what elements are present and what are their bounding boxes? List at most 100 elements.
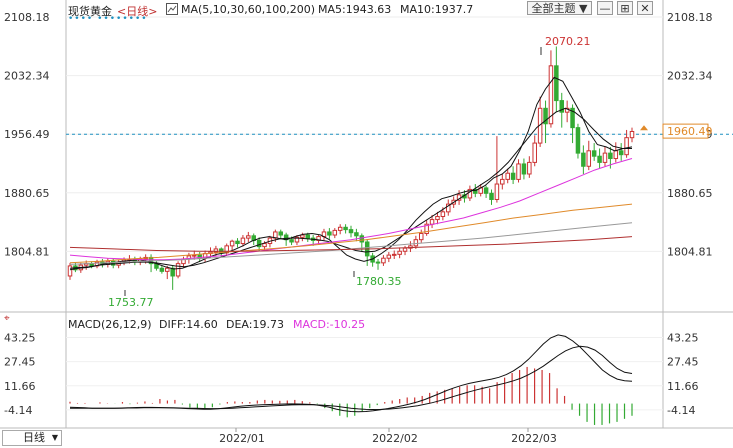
candle-body xyxy=(354,232,359,237)
macd-dea: DEA:19.73 xyxy=(226,318,284,331)
candle-body xyxy=(397,250,402,255)
moving-average-line xyxy=(69,76,633,271)
period-selector-label: 日线 xyxy=(23,431,45,444)
candle-body xyxy=(386,254,392,259)
macd-tick-label-left: 43.25 xyxy=(4,332,36,345)
candle-body xyxy=(575,127,581,154)
moving-average-line xyxy=(69,236,633,252)
ma-settings-icon[interactable] xyxy=(166,3,178,18)
period-label[interactable]: <日线> xyxy=(117,5,158,18)
candle-body xyxy=(543,107,548,125)
candle-body xyxy=(613,150,619,160)
price-annotation: 2070.21 xyxy=(545,35,591,48)
date-tick-label: 2022/03 xyxy=(511,432,557,445)
candle-body xyxy=(391,253,397,256)
candle-body xyxy=(192,254,197,257)
candle-body xyxy=(213,248,219,253)
candle-body xyxy=(408,245,413,249)
candle-body xyxy=(473,188,478,194)
candle-body xyxy=(337,226,343,231)
candle-body xyxy=(527,161,532,175)
ma10-value: MA10:1937.7 xyxy=(400,3,474,16)
candle-body xyxy=(316,236,321,241)
candle-body xyxy=(289,239,294,243)
candle-body xyxy=(521,163,527,175)
candle-body xyxy=(581,152,586,167)
close-button[interactable]: ✕ xyxy=(637,1,653,15)
candle-body xyxy=(424,223,429,234)
date-tick-label: 2022/02 xyxy=(372,432,418,445)
candle-body xyxy=(348,229,354,234)
candle-body xyxy=(235,240,240,245)
ma-indicator-dots: •••• •••••••• xyxy=(68,14,148,24)
candle-body xyxy=(548,65,554,125)
candle-body xyxy=(494,183,500,200)
candle-body xyxy=(240,237,246,245)
current-price-box xyxy=(662,123,709,139)
price-annotation: 1780.35 xyxy=(356,275,402,288)
period-selector[interactable]: 日线 ▼ xyxy=(2,430,62,446)
candle-body xyxy=(256,239,262,248)
candle-body xyxy=(467,188,473,199)
macd-tick-label-right: -4.14 xyxy=(667,404,695,417)
macd-value: MACD:-10.25 xyxy=(293,318,366,331)
candle-body xyxy=(608,152,613,160)
candle-body xyxy=(483,187,489,194)
candle-body xyxy=(591,150,597,157)
price-tick-label-right: 1804.81 xyxy=(667,245,713,258)
macd-params: MACD(26,12,9) xyxy=(68,318,152,331)
candle-body xyxy=(229,240,235,247)
candle-body xyxy=(624,137,629,156)
price-tick-label-right: 1880.65 xyxy=(667,187,713,200)
minimize-button[interactable]: — xyxy=(597,1,613,15)
candle-body xyxy=(429,219,435,225)
candle-body xyxy=(510,172,516,180)
macd-dea-line xyxy=(70,345,633,411)
candle-body xyxy=(435,215,440,221)
price-tick-label-left: 2032.34 xyxy=(4,70,50,83)
theme-dropdown-label: 全部主题 xyxy=(531,2,576,15)
candle-body xyxy=(629,130,635,139)
candle-body xyxy=(602,152,608,163)
candle-body xyxy=(159,267,165,272)
candle-body xyxy=(489,192,494,200)
price-tick-label-left: 1956.49 xyxy=(4,128,50,141)
candle-body xyxy=(597,155,602,163)
current-price-marker xyxy=(640,125,648,131)
candle-body xyxy=(327,231,332,236)
instrument-title: 现货黄金 xyxy=(68,5,112,18)
candle-body xyxy=(332,229,338,236)
candle-body xyxy=(67,265,73,277)
candle-body xyxy=(359,235,365,243)
candle-body xyxy=(570,107,575,129)
macd-diff: DIFF:14.60 xyxy=(159,318,218,331)
theme-dropdown[interactable]: 全部主题 ▼ xyxy=(527,1,592,15)
candle-body xyxy=(413,239,419,247)
indicator-settings-icon[interactable]: ⌖ xyxy=(4,313,10,324)
candle-body xyxy=(165,267,170,272)
close-icon: ✕ xyxy=(640,2,650,15)
grid-view-button[interactable]: ⊞ xyxy=(617,1,633,15)
moving-average-line xyxy=(69,107,632,269)
candle-body xyxy=(586,150,592,167)
macd-diff-line xyxy=(69,334,633,413)
candle-body xyxy=(278,231,284,236)
macd-tick-label-left: 11.66 xyxy=(4,380,36,393)
minimize-icon: — xyxy=(599,2,611,15)
ma-params: MA(5,10,30,60,100,200) xyxy=(181,3,316,16)
candle-body xyxy=(375,261,381,264)
macd-tick-label-right: 43.25 xyxy=(667,332,699,345)
moving-average-line xyxy=(69,158,633,261)
candle-body xyxy=(343,226,348,231)
price-tick-label-left: 2108.18 xyxy=(4,11,50,24)
candle-body xyxy=(262,243,267,248)
price-annotation: 1753.77 xyxy=(108,296,154,309)
candle-body xyxy=(381,257,386,264)
price-tick-label-right: 2108.18 xyxy=(667,11,713,24)
candle-body xyxy=(500,178,505,185)
price-tick-label-right: 2032.34 xyxy=(667,70,713,83)
macd-tick-label-right: 11.66 xyxy=(667,380,699,393)
current-price-label: 1960.49 xyxy=(667,125,713,138)
price-tick-label-left: 1880.65 xyxy=(4,187,50,200)
